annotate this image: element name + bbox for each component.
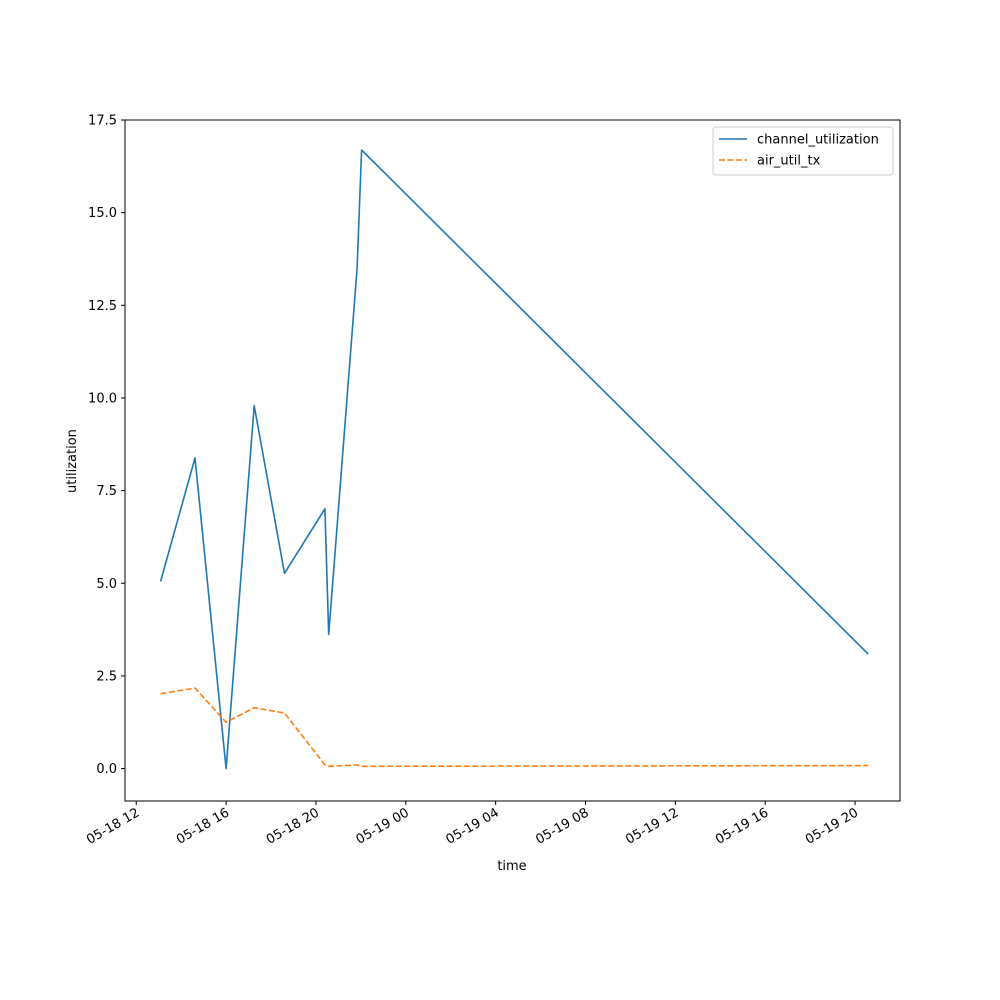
x-tick-label: 05-18 16 (174, 805, 232, 847)
y-tick-label: 5.0 (96, 577, 117, 592)
x-tick-label: 05-18 20 (264, 805, 322, 847)
y-tick-label: 2.5 (96, 669, 117, 684)
series-layer (159, 149, 869, 770)
x-axis: 05-18 12 05-18 16 05-18 20 05-19 00 05-19 04… (84, 801, 861, 848)
y-tick-label: 7.5 (96, 484, 117, 499)
y-tick-label: 0.0 (96, 762, 117, 777)
x-axis-label: time (497, 859, 526, 874)
x-tick-label: 05-19 16 (713, 805, 771, 847)
plot-area (124, 119, 901, 802)
y-tick-label: 15.0 (88, 206, 117, 221)
y-tick-label: 12.5 (88, 299, 117, 314)
series-line-air_util_tx (160, 687, 869, 768)
x-tick-label: 05-19 20 (803, 805, 861, 847)
legend-label: air_util_tx (757, 154, 821, 169)
y-tick-label: 10.0 (88, 391, 117, 406)
legend-label: channel_utilization (757, 133, 879, 148)
x-tick-label: 05-19 04 (444, 805, 502, 847)
x-tick-label: 05-19 08 (533, 805, 591, 847)
y-axis-label: utilization (65, 429, 80, 493)
y-tick-label: 17.5 (88, 114, 117, 129)
x-tick-label: 05-19 00 (354, 805, 412, 847)
plot-frame (124, 119, 901, 802)
x-tick-label: 05-19 12 (623, 805, 681, 847)
x-tick-label: 05-18 12 (84, 805, 142, 847)
legend: channel_utilization air_util_tx (712, 126, 894, 176)
legend-box (712, 126, 894, 176)
series-line-channel_utilization (159, 149, 869, 770)
y-axis: 0.0 2.5 5.0 7.5 10.0 12.5 15.0 17.5 (88, 114, 125, 777)
